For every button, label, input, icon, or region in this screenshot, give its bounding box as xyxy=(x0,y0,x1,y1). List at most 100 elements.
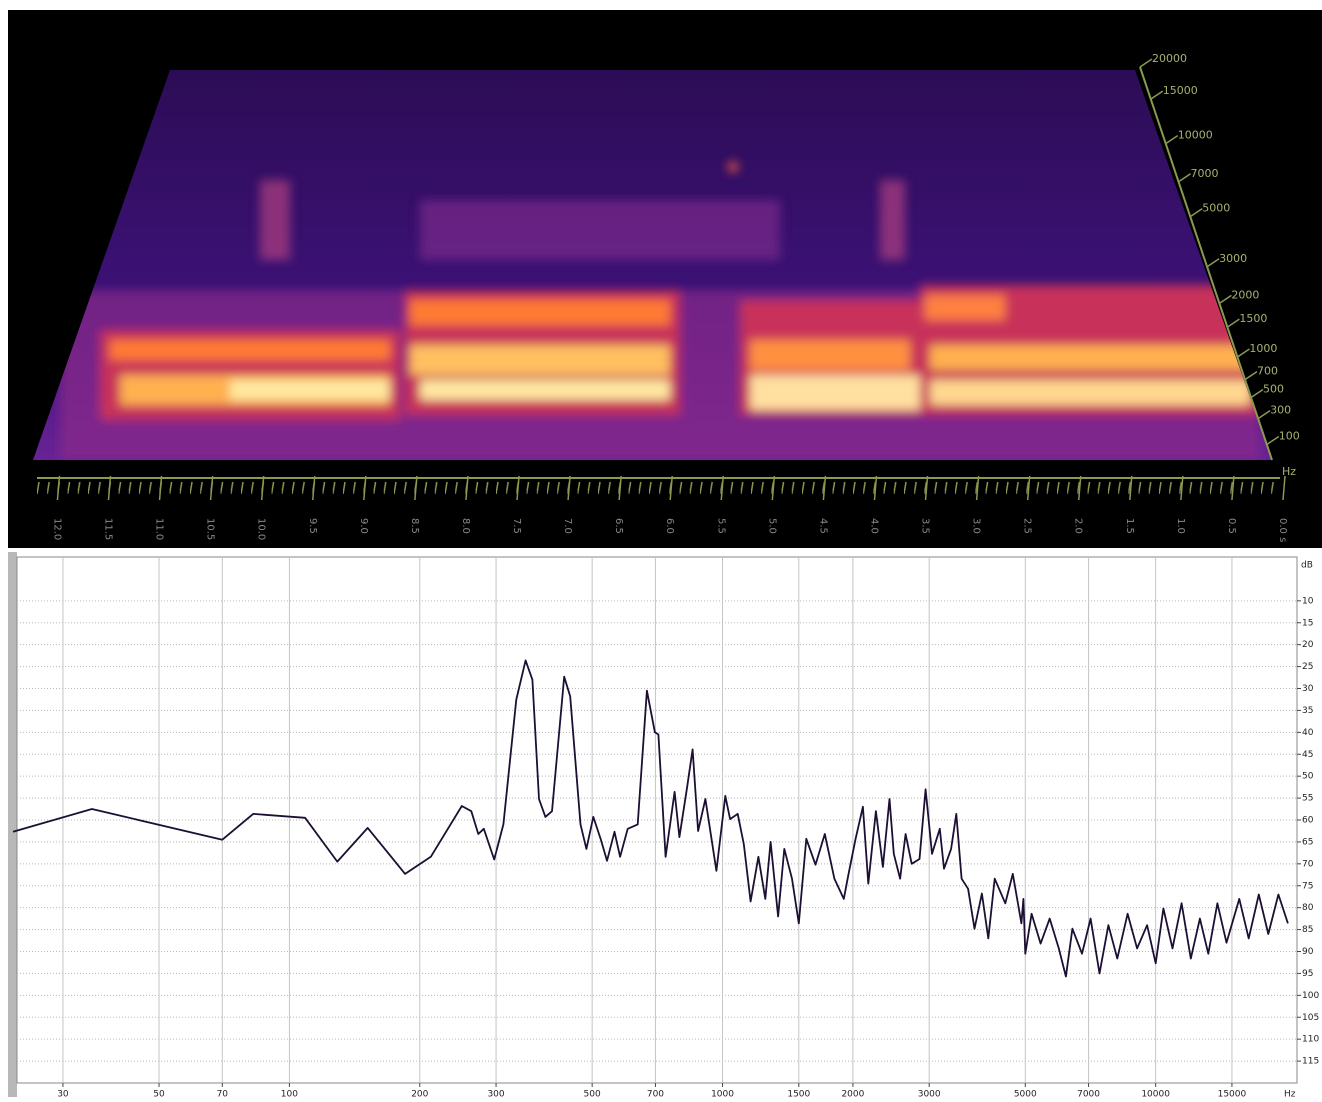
x-tick-label: 3.5 xyxy=(920,518,931,534)
y-tick-label: 7000 xyxy=(1191,167,1219,180)
x-tick-label: 30 xyxy=(57,1090,69,1100)
y-tick xyxy=(1257,409,1271,420)
y-tick xyxy=(1178,173,1191,183)
x-tick-label: 4.5 xyxy=(817,518,828,534)
x-tick-label: 12.0 xyxy=(51,518,62,540)
frequency-unit: Hz xyxy=(1282,465,1296,478)
y-tick-label: 60 xyxy=(1302,816,1314,826)
x-tick-label: 1500 xyxy=(787,1090,810,1100)
left-strip xyxy=(8,552,17,1097)
x-tick xyxy=(1231,475,1235,501)
y-tick-label: 65 xyxy=(1302,837,1313,847)
x-tick xyxy=(924,475,929,501)
x-tick-label: 11.5 xyxy=(102,518,113,540)
x-tick xyxy=(1282,475,1286,501)
y-tick xyxy=(1139,58,1153,68)
y-tick-label: 105 xyxy=(1302,1013,1319,1023)
x-tick xyxy=(363,475,367,501)
x-tick-label: 1000 xyxy=(711,1090,734,1100)
x-tick xyxy=(720,475,725,501)
x-tick-label: 7000 xyxy=(1077,1090,1100,1100)
x-tick-label: 6.5 xyxy=(613,518,624,534)
x-tick xyxy=(822,475,827,501)
x-tick-label: 10.0 xyxy=(256,518,267,540)
x-tick-label: 0.0 s xyxy=(1277,518,1288,542)
x-tick-label: 6.0 xyxy=(664,518,675,534)
x-tick-label: 3.0 xyxy=(971,518,982,534)
x-tick xyxy=(567,475,571,501)
y-tick-label: 5000 xyxy=(1202,202,1230,215)
y-tick-label: 95 xyxy=(1302,969,1313,979)
y-tick xyxy=(1226,318,1240,328)
y-tick-label: 3000 xyxy=(1219,252,1247,265)
x-tick xyxy=(1077,475,1082,501)
y-tick-label: 30 xyxy=(1302,684,1314,694)
y-tick-label: 90 xyxy=(1302,947,1314,957)
x-tick xyxy=(1180,475,1184,501)
y-tick-label: 70 xyxy=(1302,859,1314,869)
x-tick-label: 15000 xyxy=(1218,1090,1247,1100)
x-tick xyxy=(312,475,316,501)
y-tick xyxy=(1266,435,1280,446)
x-tick-label: 7.5 xyxy=(511,518,522,534)
y-tick-label: 1500 xyxy=(1239,312,1267,325)
y-tick-label: 10000 xyxy=(1178,129,1213,142)
time-axis-minor-ticks xyxy=(37,478,1280,494)
db-unit: dB xyxy=(1301,561,1313,571)
y-tick xyxy=(1218,294,1232,304)
y-tick xyxy=(1206,258,1220,268)
x-tick-label: 8.0 xyxy=(460,518,471,534)
y-tick-label: 75 xyxy=(1302,881,1313,891)
y-tick xyxy=(1150,90,1164,100)
x-tick xyxy=(669,475,673,501)
y-tick-label: 100 xyxy=(1302,991,1319,1001)
x-tick xyxy=(209,475,214,501)
y-tick xyxy=(1244,370,1258,381)
y-tick xyxy=(1250,388,1264,399)
x-tick xyxy=(975,475,980,501)
y-tick-label: 55 xyxy=(1302,794,1313,804)
y-tick xyxy=(1237,348,1250,358)
x-tick-label: 9.5 xyxy=(307,518,318,534)
x-tick xyxy=(107,475,112,501)
y-tick-label: 25 xyxy=(1302,662,1313,672)
y-tick-label: 45 xyxy=(1302,750,1313,760)
x-tick-label: 8.5 xyxy=(409,518,420,534)
x-tick xyxy=(618,475,622,501)
x-tick-label: 1.0 xyxy=(1175,518,1186,534)
y-tick-label: 20000 xyxy=(1152,52,1187,65)
x-tick-label: 300 xyxy=(487,1090,504,1100)
x-tick xyxy=(516,475,520,501)
x-tick-label: 200 xyxy=(411,1090,428,1100)
y-tick-label: 15000 xyxy=(1163,84,1198,97)
y-tick xyxy=(1189,208,1203,218)
spectrum-background xyxy=(8,548,1322,1102)
y-tick-label: 700 xyxy=(1257,365,1278,378)
y-tick-label: 50 xyxy=(1302,772,1314,782)
x-tick-label: 10000 xyxy=(1141,1090,1170,1100)
x-tick xyxy=(1129,475,1133,501)
y-tick-label: 85 xyxy=(1302,925,1313,935)
y-tick-label: 20 xyxy=(1302,640,1314,650)
y-tick-label: 110 xyxy=(1302,1035,1319,1045)
x-tick-label: 70 xyxy=(217,1090,229,1100)
x-tick-label: 0.5 xyxy=(1226,518,1237,534)
x-tick-label: 50 xyxy=(153,1090,165,1100)
x-tick-label: 700 xyxy=(647,1090,664,1100)
y-tick-label: 2000 xyxy=(1231,288,1259,301)
y-tick-label: 10 xyxy=(1302,596,1314,606)
x-tick xyxy=(465,475,469,501)
x-tick-label: 4.0 xyxy=(868,518,879,534)
x-tick xyxy=(158,475,163,501)
spectrum-line xyxy=(12,659,1289,978)
x-tick-label: 10.5 xyxy=(205,518,216,540)
x-tick-label: 3000 xyxy=(918,1090,941,1100)
x-tick-label: 11.0 xyxy=(154,518,165,540)
x-tick-label: 2000 xyxy=(841,1090,864,1100)
x-tick xyxy=(56,475,61,501)
y-tick-label: 300 xyxy=(1270,404,1291,417)
x-tick-label: 7.0 xyxy=(562,518,573,534)
y-tick-label: 80 xyxy=(1302,903,1314,913)
